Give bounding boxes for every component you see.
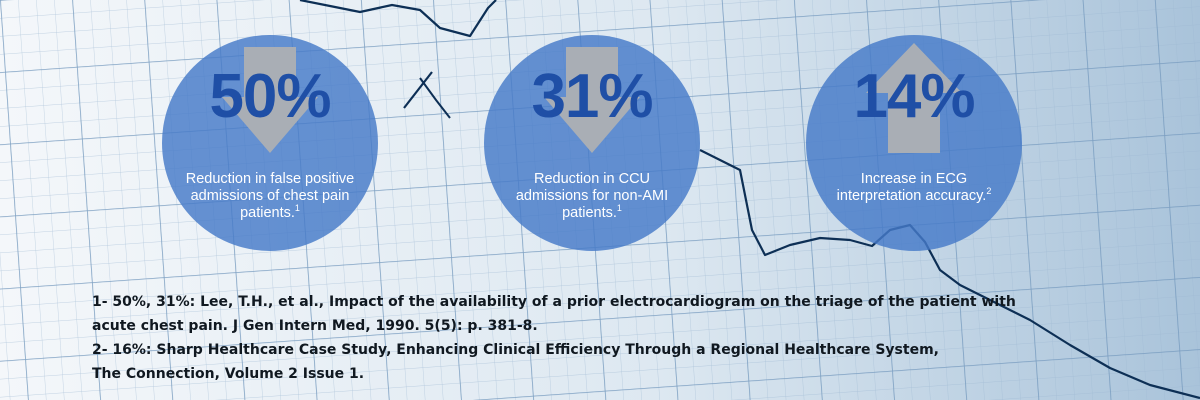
reference-line: 2- 16%: Sharp Healthcare Case Study, Enh… [92,342,939,358]
reference-line: 1- 50%, 31%: Lee, T.H., et al., Impact o… [92,294,1016,310]
down-arrow-icon [222,47,318,153]
footnote-marker: 1 [294,203,300,214]
up-arrow-icon [866,43,962,153]
stat-description: Increase in ECG interpretation accuracy.… [836,171,992,204]
stat-value: 50% [209,62,331,131]
stat-value: 31% [531,62,653,131]
references: 1- 50%, 31%: Lee, T.H., et al., Impact o… [92,290,1092,386]
stat-description: Reduction in false positive admissions o… [185,171,355,221]
footnote-marker: 1 [616,203,622,214]
stat-ecg-accuracy: 14% Increase in ECG interpretation accur… [806,35,1022,251]
reference-line: acute chest pain. J Gen Intern Med, 1990… [92,318,538,334]
reference-line: The Connection, Volume 2 Issue 1. [92,366,365,382]
stat-false-positive: 50% Reduction in false positive admissio… [162,35,378,251]
down-arrow-icon [544,47,640,153]
footnote-marker: 2 [986,186,992,197]
stat-ccu-admissions: 31% Reduction in CCU admissions for non-… [484,35,700,251]
stat-description: Reduction in CCU admissions for non-AMI … [515,171,669,221]
stat-value: 14% [853,62,975,131]
